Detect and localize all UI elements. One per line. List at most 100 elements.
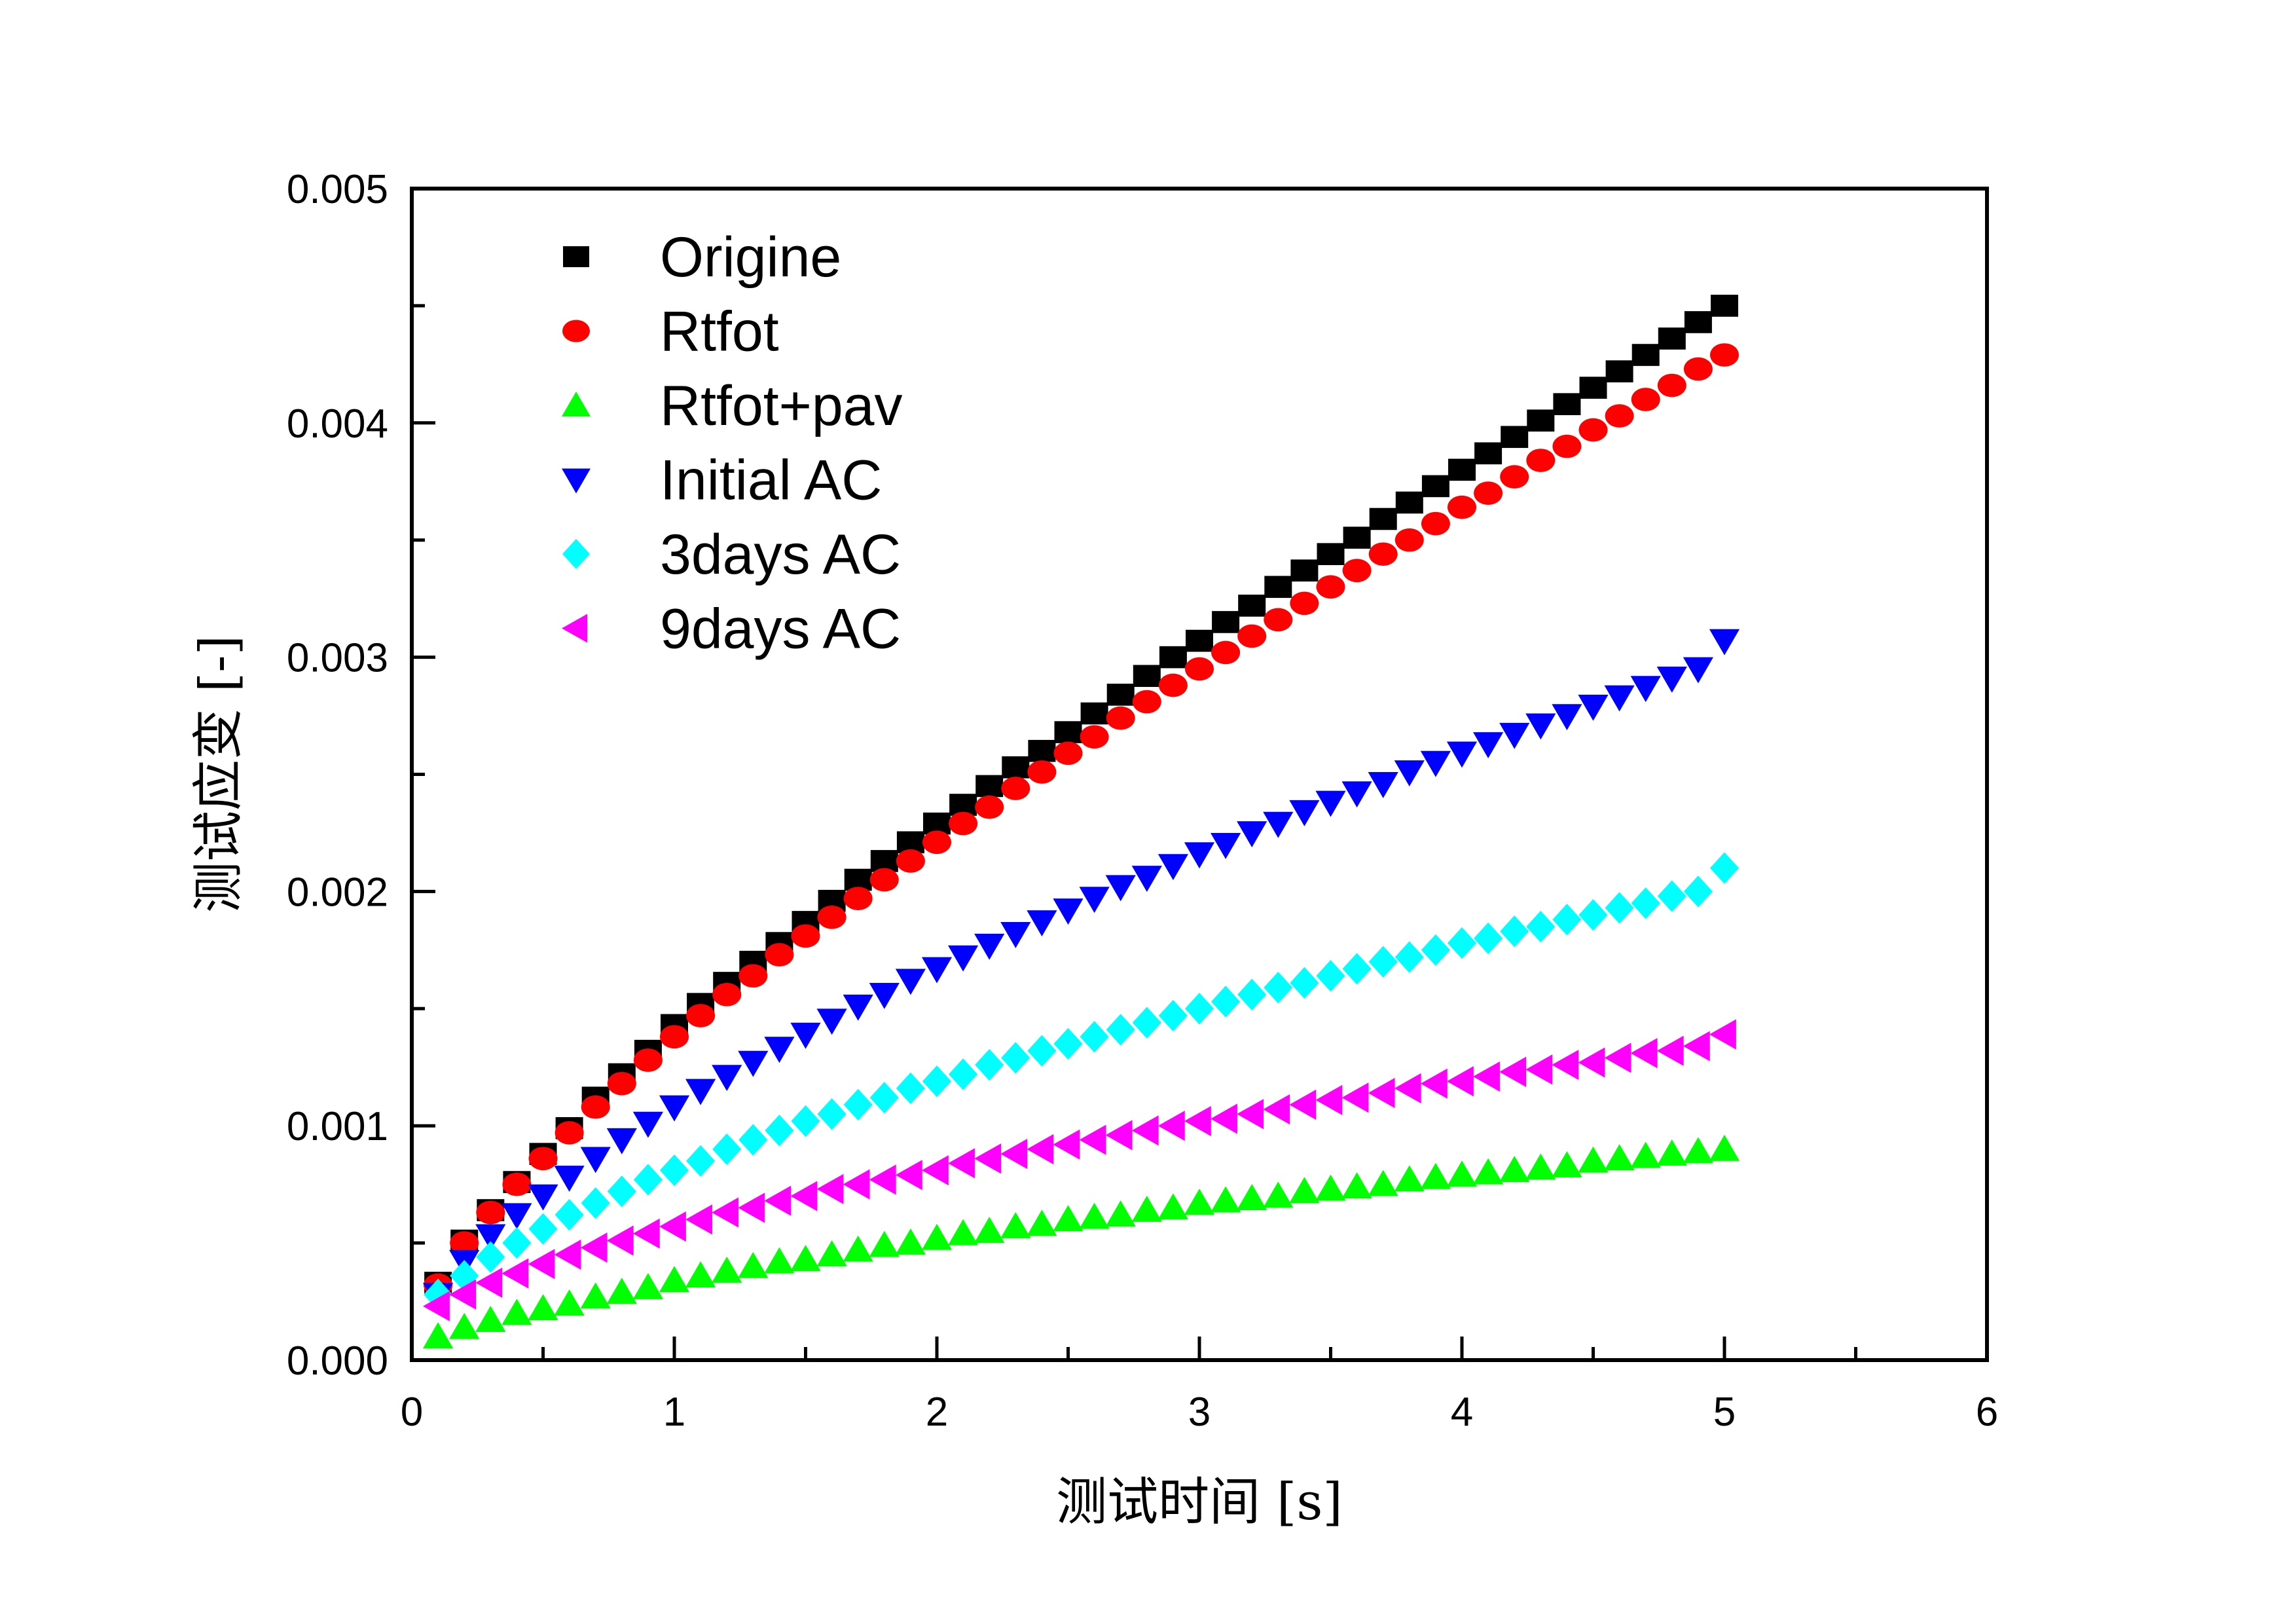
data-point	[659, 1095, 690, 1122]
data-point	[1369, 507, 1397, 530]
data-point	[791, 924, 820, 948]
data-point	[895, 1228, 926, 1255]
data-point	[554, 1239, 581, 1270]
data-point	[974, 933, 1005, 960]
series-9days-ac	[423, 1019, 1736, 1321]
data-point	[1447, 495, 1477, 519]
data-point	[1395, 491, 1423, 514]
data-point	[501, 1258, 529, 1289]
data-point	[1106, 684, 1135, 706]
data-point	[1394, 941, 1424, 973]
legend-item: Rtfot+pav	[562, 375, 903, 437]
data-point	[685, 1204, 712, 1235]
data-point	[738, 1050, 769, 1077]
data-point	[1446, 1160, 1478, 1187]
data-point	[1342, 953, 1372, 985]
data-point	[659, 1025, 689, 1049]
data-point	[1500, 465, 1529, 489]
data-point	[1656, 666, 1687, 693]
data-point	[1630, 1141, 1661, 1168]
data-point	[1578, 899, 1608, 931]
data-point	[528, 1213, 558, 1245]
data-point	[791, 1105, 820, 1137]
data-point	[1289, 1177, 1320, 1204]
data-point	[1000, 1139, 1028, 1170]
data-point	[580, 1147, 611, 1173]
data-point	[1631, 388, 1660, 411]
data-point	[1683, 1137, 1713, 1164]
data-point	[1106, 1014, 1135, 1046]
data-point	[922, 1065, 952, 1098]
data-point	[1656, 1035, 1684, 1066]
y-tick-label: 0.002	[287, 870, 388, 915]
data-point	[1683, 876, 1713, 908]
data-point	[1473, 1061, 1500, 1092]
data-point	[449, 1312, 480, 1339]
y-tick-label: 0.001	[287, 1104, 388, 1149]
y-tick-label: 0.000	[287, 1338, 388, 1384]
data-point	[528, 1249, 555, 1280]
data-point	[1237, 1184, 1267, 1210]
data-point	[1053, 1027, 1083, 1060]
data-point	[1184, 1189, 1215, 1215]
legend-label: 9days AC	[660, 598, 901, 661]
data-point	[581, 1187, 610, 1219]
data-point	[606, 1225, 634, 1256]
data-point	[1079, 887, 1110, 913]
data-point	[685, 1079, 716, 1105]
data-point	[1657, 880, 1686, 912]
data-point	[1080, 1021, 1109, 1053]
data-point	[843, 887, 873, 910]
data-point	[1578, 694, 1609, 721]
data-point	[1473, 1158, 1504, 1185]
data-point	[1027, 1035, 1057, 1067]
data-point	[738, 1192, 765, 1223]
data-point	[1501, 426, 1529, 449]
x-tick-label: 5	[1713, 1390, 1736, 1435]
data-point	[1317, 543, 1345, 565]
data-point	[1683, 657, 1713, 684]
data-point	[1630, 1038, 1658, 1069]
data-point	[816, 1173, 844, 1204]
data-point	[1157, 1193, 1188, 1220]
data-point	[1552, 434, 1582, 458]
data-point	[948, 1148, 975, 1179]
data-point	[869, 868, 899, 892]
y-tick-label: 0.004	[287, 401, 388, 447]
data-point	[1184, 993, 1214, 1025]
data-point	[1631, 344, 1660, 366]
data-point	[1368, 946, 1398, 978]
data-point	[1711, 295, 1738, 317]
data-point	[869, 1164, 896, 1195]
data-point	[580, 1232, 608, 1263]
data-point	[607, 1071, 636, 1096]
data-point	[555, 1199, 584, 1231]
data-point	[869, 1230, 900, 1257]
data-point	[1105, 875, 1136, 902]
data-point	[1394, 760, 1425, 786]
data-point	[1658, 327, 1686, 350]
data-point	[1394, 1073, 1421, 1104]
data-point	[1002, 756, 1030, 779]
data-point	[1630, 676, 1661, 703]
legend: Origine Rtfot Rtfot+pav Initial AC 3days AC 9…	[562, 226, 903, 661]
series-initial-ac	[423, 629, 1740, 1309]
data-point	[606, 1128, 637, 1154]
data-point	[1526, 910, 1556, 943]
legend-marker-circle-icon	[562, 320, 590, 342]
data-point	[1264, 608, 1293, 632]
data-point	[712, 1065, 742, 1092]
data-point	[1368, 1078, 1395, 1109]
legend-item: Origine	[563, 226, 841, 289]
x-axis-title: 测试时间 [s]	[1056, 1473, 1343, 1532]
data-point	[1132, 1006, 1161, 1039]
data-point	[1631, 887, 1660, 919]
data-point	[659, 1211, 686, 1242]
data-point	[738, 1251, 769, 1278]
data-point	[712, 982, 742, 1006]
data-point	[1684, 311, 1712, 333]
data-point	[450, 1231, 479, 1255]
data-point	[632, 1218, 660, 1249]
legend-item: Rtfot	[562, 301, 779, 363]
data-point	[1001, 777, 1030, 800]
